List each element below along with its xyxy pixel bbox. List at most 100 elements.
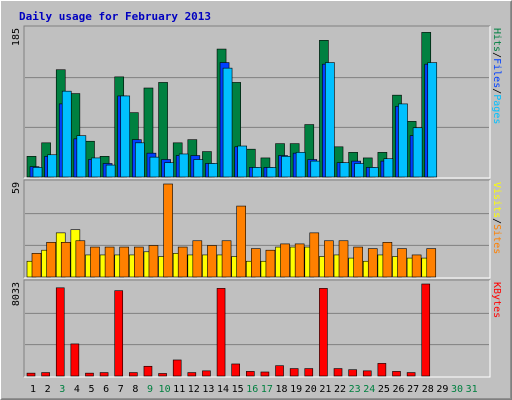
bar-kbytes-day-19 [289, 368, 299, 377]
bar-pages-day-15 [237, 145, 247, 178]
day-label-18: 18 [276, 384, 288, 395]
bar-sites-day-28 [426, 248, 437, 278]
day-label-15: 15 [232, 384, 244, 395]
bar-sites-day-25 [382, 242, 393, 278]
day-label-23: 23 [349, 384, 361, 395]
bar-kbytes-day-2 [41, 372, 50, 377]
bar-kbytes-day-24 [362, 370, 372, 377]
bar-pages-day-23 [354, 163, 364, 178]
bar-sites-day-23 [353, 246, 363, 278]
bar-kbytes-day-13 [202, 370, 211, 377]
y-scale-max-label: 8033 [11, 282, 22, 306]
bar-kbytes-day-7 [114, 290, 124, 377]
bar-sites-day-17 [265, 249, 276, 278]
day-label-2: 2 [45, 384, 51, 395]
bar-sites-day-24 [367, 248, 378, 278]
day-label-26: 26 [392, 384, 404, 395]
bar-sites-day-14 [221, 240, 232, 278]
bar-pages-day-19 [295, 152, 306, 178]
bar-pages-day-20 [310, 160, 321, 178]
day-label-25: 25 [378, 384, 390, 395]
bar-sites-day-8 [134, 246, 144, 278]
bar-pages-day-7 [120, 95, 131, 178]
day-label-17: 17 [261, 384, 273, 395]
bar-pages-day-28 [427, 62, 438, 178]
bar-kbytes-day-20 [304, 368, 314, 377]
day-label-13: 13 [202, 384, 214, 395]
panel-bevel-dark [23, 179, 490, 278]
panel-kbytes: 8033 KBytes [11, 279, 502, 378]
bar-kbytes-day-4 [70, 343, 80, 377]
day-label-29: 29 [436, 384, 448, 395]
bar-pages-day-6 [105, 164, 116, 178]
legend-entry: / [491, 52, 502, 58]
bar-kbytes-day-12 [187, 372, 197, 377]
day-label-7: 7 [118, 384, 124, 395]
bar-pages-day-17 [266, 167, 277, 178]
legend-hits-files-pages: Hits/Files/Pages [491, 28, 502, 124]
panel-hits-files-pages: 185 Hits/Files/Pages [11, 25, 502, 179]
bar-pages-day-24 [368, 167, 379, 178]
series-visits [26, 229, 432, 278]
bar-kbytes-day-14 [216, 288, 226, 377]
bar-kbytes-day-9 [143, 365, 153, 377]
bar-sites-day-21 [324, 240, 334, 278]
bar-kbytes-day-23 [348, 369, 357, 377]
bar-kbytes-day-8 [129, 372, 138, 377]
legend-entry: Files [491, 58, 502, 88]
bar-pages-day-26 [398, 103, 408, 178]
bar-kbytes-day-3 [55, 287, 65, 377]
day-label-22: 22 [334, 384, 346, 395]
day-label-21: 21 [319, 384, 331, 395]
bar-pages-day-11 [178, 153, 189, 178]
panel-visits-sites: 59 Visits/Sites [11, 179, 502, 279]
day-label-9: 9 [147, 384, 153, 395]
bar-kbytes-day-17 [260, 371, 270, 377]
panel-bevel-dark [23, 279, 490, 377]
legend-visits-sites: Visits/Sites [491, 182, 502, 254]
day-label-12: 12 [188, 384, 200, 395]
bar-sites-day-13 [207, 245, 217, 278]
bar-kbytes-day-21 [319, 288, 328, 377]
bar-kbytes-day-27 [406, 372, 416, 377]
legend-entry: Hits [491, 28, 502, 52]
bar-sites-day-1 [31, 253, 42, 278]
bar-sites-day-2 [46, 242, 56, 278]
bar-pages-day-25 [383, 158, 394, 178]
bar-sites-day-19 [294, 243, 305, 278]
bar-pages-day-18 [281, 156, 291, 178]
legend-entry: / [491, 218, 502, 224]
chart-title: Daily usage for February 2013 [19, 10, 211, 23]
day-label-6: 6 [103, 384, 109, 395]
legend-entry: Visits [491, 182, 502, 218]
bar-sites-day-10 [163, 183, 173, 278]
bar-kbytes-day-5 [85, 372, 94, 377]
bar-sites-day-9 [148, 245, 159, 278]
bar-kbytes-day-28 [421, 283, 431, 377]
bar-kbytes-day-22 [333, 368, 343, 377]
legend-entry: Pages [491, 94, 502, 124]
bar-pages-day-3 [61, 90, 72, 178]
day-label-5: 5 [88, 384, 94, 395]
bar-pages-day-4 [76, 135, 87, 178]
bar-pages-day-8 [135, 142, 145, 178]
bar-pages-day-2 [47, 154, 57, 178]
bar-kbytes-day-1 [26, 372, 36, 377]
bar-kbytes-day-11 [172, 359, 182, 377]
bar-kbytes-day-6 [99, 372, 109, 377]
bar-pages-day-27 [412, 127, 423, 178]
bar-kbytes-day-25 [377, 363, 387, 377]
x-axis-day-labels: 1 2 3 4 5 6 7 8 9 10 11 12 13 14 15 16 17 18 19 20 21 22 23 24 2… [30, 384, 478, 395]
series-sites [31, 183, 437, 278]
day-label-19: 19 [290, 384, 302, 395]
series-kbytes [26, 283, 431, 377]
bar-kbytes-day-18 [275, 365, 284, 377]
day-label-4: 4 [74, 384, 80, 395]
panel-bevel-dark [23, 25, 490, 178]
bar-pages-day-10 [164, 162, 174, 178]
bar-kbytes-day-15 [231, 363, 240, 377]
day-label-3: 3 [59, 384, 65, 395]
bar-pages-day-22 [339, 162, 350, 178]
legend-entry: Sites [491, 224, 502, 254]
